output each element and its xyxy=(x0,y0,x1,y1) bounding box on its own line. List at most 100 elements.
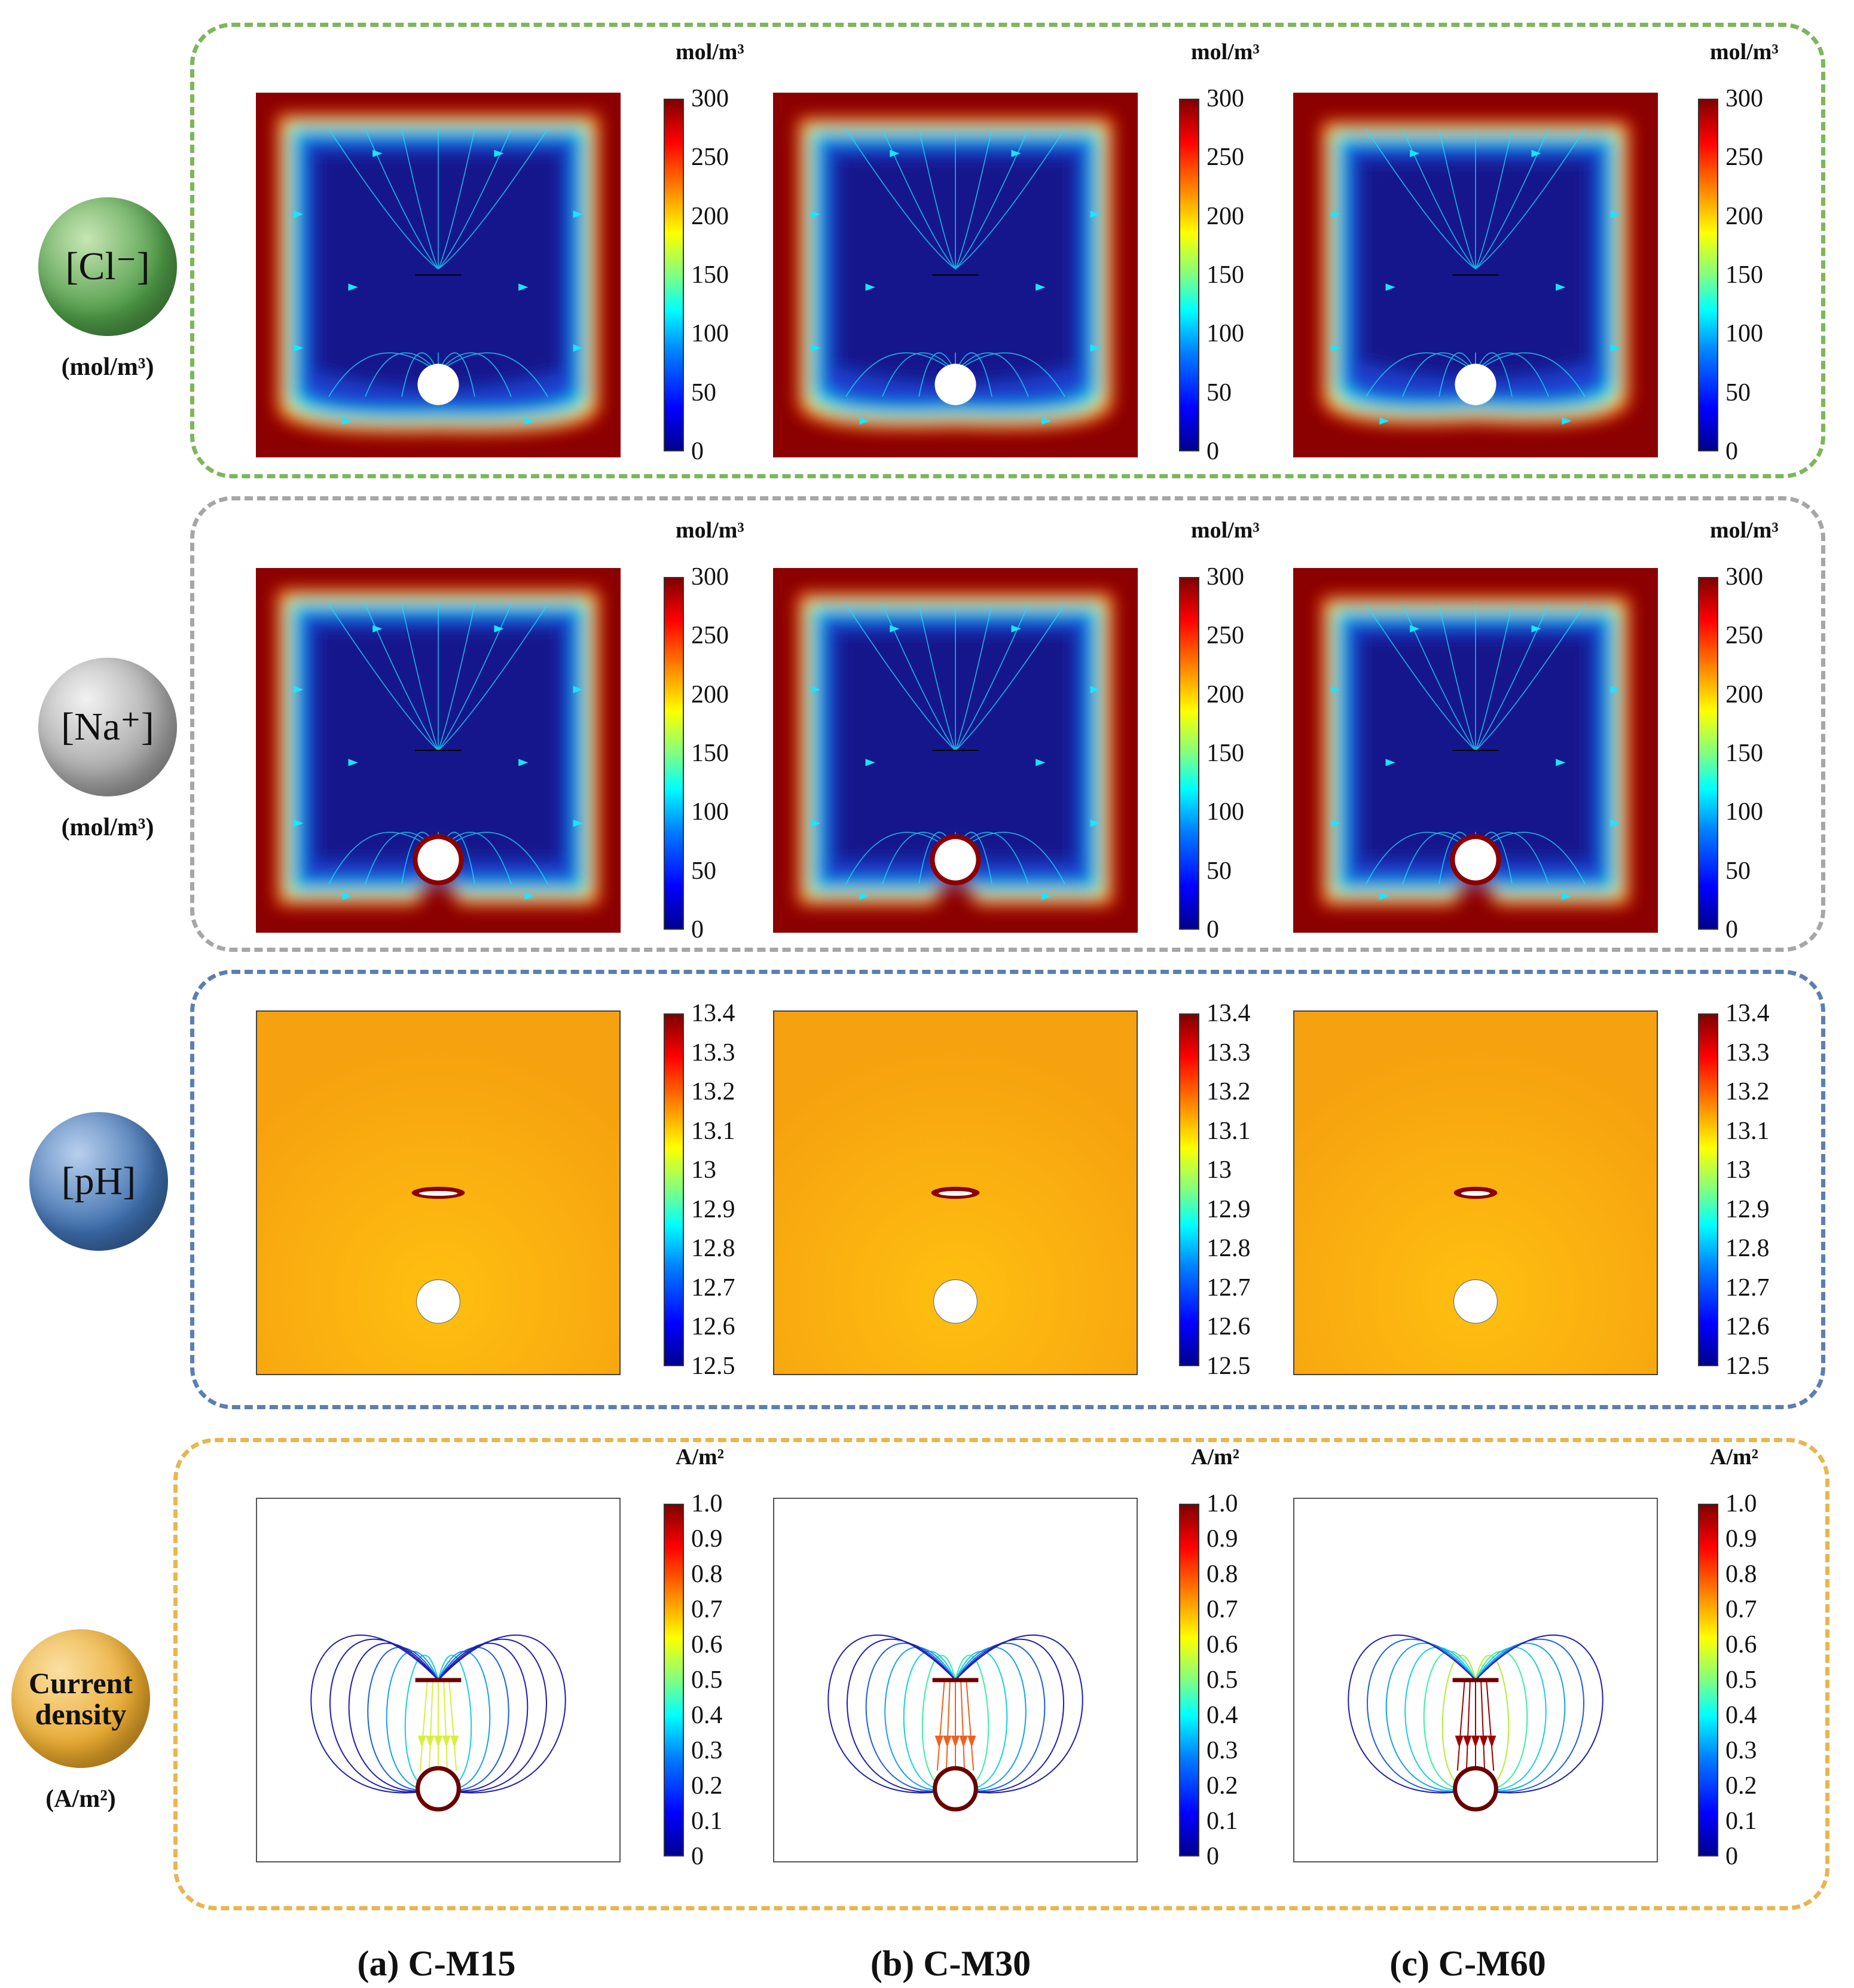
colorbar-tick-label: 100 xyxy=(1207,798,1244,826)
colorbar-tick-label: 0.2 xyxy=(1725,1772,1757,1800)
cd-colorbar-unit-2: A/m² xyxy=(1191,1445,1240,1470)
na-plot-1 xyxy=(256,568,621,933)
colorbar-tick-label: 12.5 xyxy=(1207,1352,1251,1380)
colorbar-tick-label: 150 xyxy=(691,261,729,289)
ph-row-label: [pH] xyxy=(27,1112,170,1251)
colorbar-tick-label: 0 xyxy=(1207,916,1219,943)
cl-unit-label: (mol/m³) xyxy=(61,353,154,381)
cd-colorbar-unit-3: A/m² xyxy=(1710,1445,1759,1470)
colorbar-tick-label: 13 xyxy=(1725,1156,1751,1184)
colorbar-tick-label: 13.2 xyxy=(691,1078,735,1106)
rebar-cross-section xyxy=(1453,1279,1498,1324)
colorbar-tick-label: 50 xyxy=(691,378,716,407)
colorbar-tick-label: 250 xyxy=(1725,622,1763,650)
colorbar-tick-label: 13 xyxy=(1207,1156,1232,1184)
flux-arrows xyxy=(294,149,583,425)
colorbar-tick-label: 13.2 xyxy=(1725,1078,1770,1106)
colorbar-tick-label: 13.2 xyxy=(1207,1078,1251,1106)
colorbar-tick-label: 13.1 xyxy=(691,1117,735,1145)
colorbar-tick-label: 0.1 xyxy=(1725,1807,1757,1835)
colorbar-tick-label: 50 xyxy=(1725,378,1751,407)
colorbar-tick-label: 300 xyxy=(1725,563,1763,591)
colorbar-tick-label: 0 xyxy=(1207,1843,1219,1870)
colorbar-tick-label: 50 xyxy=(1207,378,1232,407)
colorbar-tick-label: 0.1 xyxy=(1207,1807,1238,1835)
cl-row-label: [Cl⁻] (mol/m³) xyxy=(36,197,179,381)
na-colorbar-3 xyxy=(1698,577,1718,930)
rebar-cross-section xyxy=(933,1766,978,1812)
cd-colorbar-ticks-3: 1.0 0.9 0.8 0.7 0.6 0.5 0.4 0.3 0.2 0.1 0 xyxy=(1725,1491,1797,1869)
ph-sphere: [pH] xyxy=(29,1112,168,1251)
na-colorbar-unit-2: mol/m³ xyxy=(1191,518,1260,543)
cl-colorbar-unit-3: mol/m³ xyxy=(1710,39,1779,65)
na-plot-3 xyxy=(1293,568,1658,933)
rebar-cross-section xyxy=(416,1766,461,1812)
colorbar-tick-label: 0.5 xyxy=(1207,1666,1238,1694)
na-colorbar-ticks-1: 300 250 200 150 100 50 0 xyxy=(691,564,763,942)
rebar-cross-section xyxy=(1453,1766,1498,1812)
colorbar-tick-label: 12.5 xyxy=(691,1352,735,1380)
flux-arrows xyxy=(811,149,1100,425)
ph-colorbar-ticks-3: 13.4 13.3 13.2 13.1 13 12.9 12.8 12.7 12.6 12.5 xyxy=(1725,1001,1797,1379)
na-colorbar-2 xyxy=(1179,577,1199,930)
cd-species-line1: Current xyxy=(28,1666,133,1700)
cl-sphere: [Cl⁻] xyxy=(38,197,177,336)
streamlines xyxy=(328,129,548,397)
colorbar-tick-label: 0.2 xyxy=(691,1772,723,1800)
colorbar-tick-label: 12.7 xyxy=(1207,1274,1251,1302)
colorbar-tick-label: 0.6 xyxy=(1207,1631,1238,1659)
colorbar-tick-label: 50 xyxy=(1725,857,1751,885)
colorbar-tick-label: 12.7 xyxy=(691,1274,735,1302)
ph-plot-3 xyxy=(1293,1010,1658,1375)
cd-colorbar-unit-1: A/m² xyxy=(676,1445,725,1470)
colorbar-tick-label: 12.8 xyxy=(1725,1235,1770,1263)
na-unit-label: (mol/m³) xyxy=(61,814,154,841)
streamlines xyxy=(1366,129,1586,397)
colorbar-tick-label: 12.5 xyxy=(1725,1352,1770,1380)
cd-colorbar-1 xyxy=(664,1504,684,1856)
colorbar-tick-label: 0 xyxy=(1207,438,1219,465)
cd-unit-label: (A/m²) xyxy=(45,1785,116,1813)
colorbar-tick-label: 0.2 xyxy=(1207,1772,1238,1800)
colorbar-tick-label: 150 xyxy=(1725,740,1763,767)
na-colorbar-ticks-2: 300 250 200 150 100 50 0 xyxy=(1207,564,1278,942)
rebar-cross-section xyxy=(1455,364,1496,405)
colorbar-tick-label: 13.3 xyxy=(691,1039,735,1067)
cl-colorbar-unit-2: mol/m³ xyxy=(1191,39,1260,65)
cl-colorbar-2 xyxy=(1179,99,1199,451)
colorbar-tick-label: 300 xyxy=(1725,85,1763,112)
colorbar-tick-label: 12.7 xyxy=(1725,1274,1770,1302)
colorbar-tick-label: 0.9 xyxy=(1207,1525,1238,1553)
colorbar-tick-label: 250 xyxy=(1207,622,1244,650)
colorbar-tick-label: 200 xyxy=(1207,680,1244,709)
colorbar-tick-label: 0.3 xyxy=(1207,1737,1238,1764)
na-plot-2 xyxy=(773,568,1138,933)
colorbar-tick-label: 0.7 xyxy=(1207,1596,1238,1623)
colorbar-tick-label: 50 xyxy=(1207,857,1232,885)
colorbar-tick-label: 100 xyxy=(1207,320,1244,348)
colorbar-tick-label: 0.4 xyxy=(1725,1702,1757,1729)
colorbar-tick-label: 0.7 xyxy=(1725,1596,1757,1623)
cd-colorbar-ticks-2: 1.0 0.9 0.8 0.7 0.6 0.5 0.4 0.3 0.2 0.1 0 xyxy=(1207,1491,1278,1869)
rebar-cross-section xyxy=(1455,839,1496,881)
colorbar-tick-label: 12.9 xyxy=(1207,1195,1251,1223)
colorbar-tick-label: 13.4 xyxy=(1725,1000,1770,1027)
na-species-label: [Na⁺] xyxy=(61,705,154,749)
colorbar-tick-label: 13 xyxy=(691,1156,716,1184)
na-panel-box xyxy=(190,496,1825,952)
colorbar-tick-label: 0.6 xyxy=(691,1631,723,1659)
colorbar-tick-label: 12.9 xyxy=(1725,1195,1770,1223)
flux-arrows xyxy=(1331,625,1620,900)
cd-panel-box xyxy=(173,1438,1829,1910)
colorbar-tick-label: 100 xyxy=(691,798,729,826)
colorbar-tick-label: 0.8 xyxy=(691,1561,723,1588)
colorbar-tick-label: 200 xyxy=(691,202,729,230)
colorbar-tick-label: 0 xyxy=(1725,1843,1738,1870)
colorbar-tick-label: 0.8 xyxy=(1207,1561,1238,1588)
colorbar-tick-label: 12.8 xyxy=(691,1235,735,1263)
cl-plot-2 xyxy=(773,93,1138,457)
colorbar-tick-label: 300 xyxy=(691,563,729,591)
na-row-label: [Na⁺] (mol/m³) xyxy=(36,658,179,842)
colorbar-tick-label: 200 xyxy=(1725,202,1763,230)
colorbar-tick-label: 12.9 xyxy=(691,1195,735,1223)
